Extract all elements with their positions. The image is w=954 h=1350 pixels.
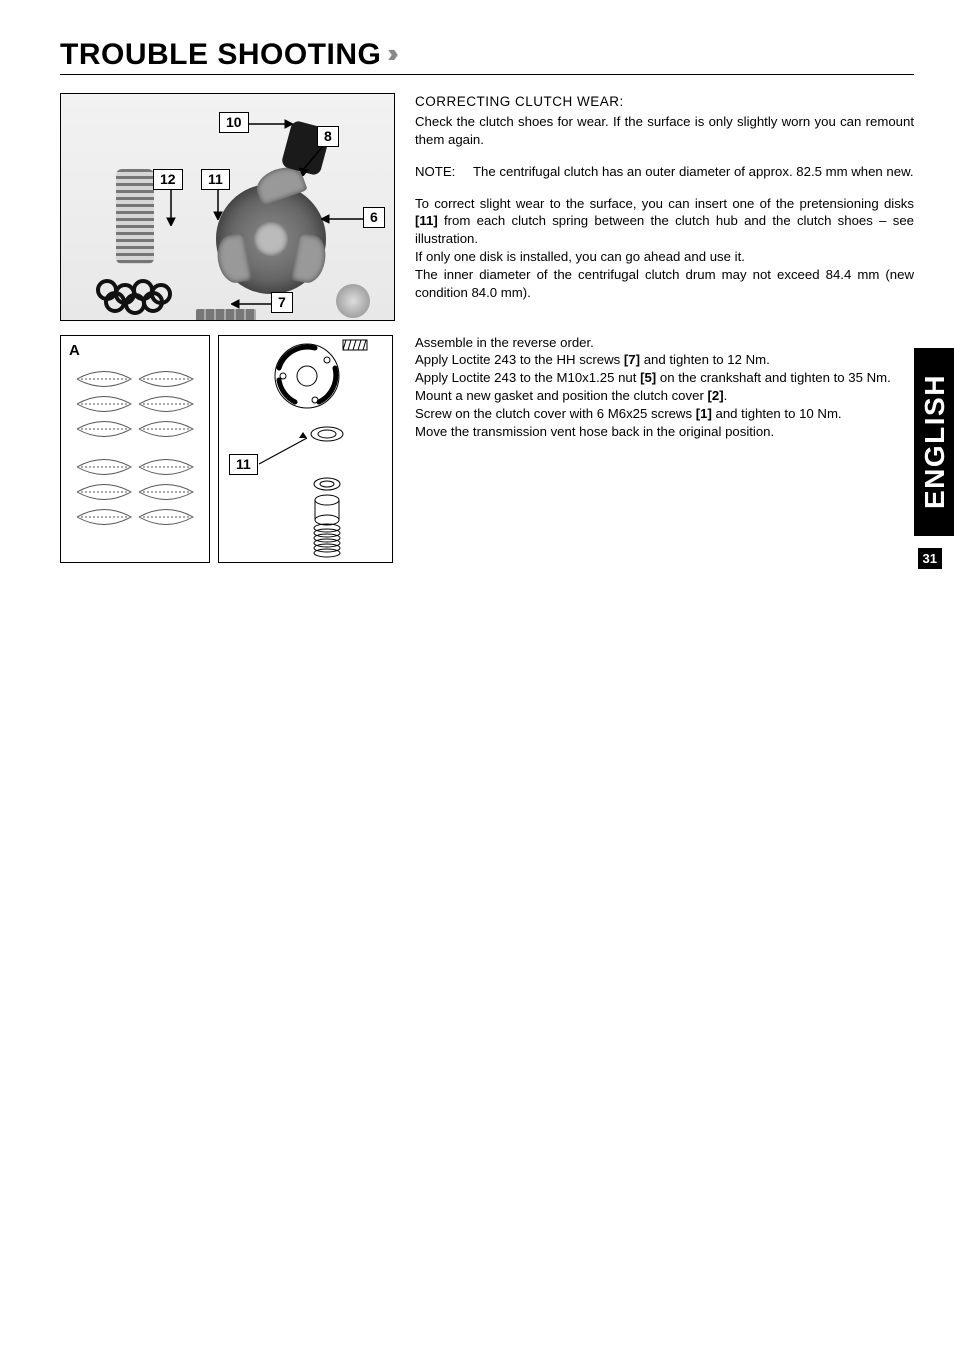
paragraph: Apply Loctite 243 to the HH screws [7] a… — [415, 351, 914, 369]
section-title: TROUBLE SHOOTING — [60, 38, 381, 72]
diagram-a-label: A — [69, 342, 80, 359]
page-number: 31 — [918, 548, 942, 569]
ref-7: [7] — [624, 352, 640, 367]
callout-12: 12 — [153, 169, 183, 190]
ref-5: [5] — [640, 370, 656, 385]
paragraph: Check the clutch shoes for wear. If the … — [415, 113, 914, 149]
note-text: The centrifugal clutch has an outer diam… — [473, 163, 914, 181]
section-header: TROUBLE SHOOTING›› — [60, 38, 914, 75]
paragraph: Assemble in the reverse order. — [415, 334, 914, 352]
note-label: NOTE: — [415, 163, 463, 181]
ref-1: [1] — [696, 406, 712, 421]
clutch-photo-figure: 10 8 12 11 6 7 — [60, 93, 395, 321]
note-block: NOTE: The centrifugal clutch has an oute… — [415, 163, 914, 181]
paragraph: Apply Loctite 243 to the M10x1.25 nut [5… — [415, 369, 914, 387]
chevron-icon: ›› — [387, 38, 392, 68]
language-tab: ENGLISH — [914, 348, 954, 536]
paragraph: Screw on the clutch cover with 6 M6x25 s… — [415, 405, 914, 423]
callout-6: 6 — [363, 207, 385, 228]
callout-10: 10 — [219, 112, 249, 133]
ref-11: [11] — [415, 213, 438, 228]
language-label: ENGLISH — [919, 379, 951, 509]
callout-8: 8 — [317, 126, 339, 147]
paragraph: Move the transmission vent hose back in … — [415, 423, 914, 441]
callout-11: 11 — [201, 169, 230, 190]
paragraph: To correct slight wear to the surface, y… — [415, 195, 914, 248]
diagram-a: A — [60, 335, 210, 563]
figures-column: 10 8 12 11 6 7 A — [60, 93, 395, 563]
callout-7: 7 — [271, 292, 293, 313]
ref-2: [2] — [708, 388, 724, 403]
callout-11b: 11 — [229, 454, 258, 475]
paragraph: If only one disk is installed, you can g… — [415, 248, 914, 266]
diagram-b: 11 — [218, 335, 393, 563]
exploded-view-svg — [219, 336, 394, 564]
subheading: CORRECTING CLUTCH WEAR: — [415, 93, 914, 111]
paragraph: The inner diameter of the centrifugal cl… — [415, 266, 914, 302]
paragraph: Mount a new gasket and position the clut… — [415, 387, 914, 405]
text-column: CORRECTING CLUTCH WEAR: Check the clutch… — [415, 93, 914, 563]
